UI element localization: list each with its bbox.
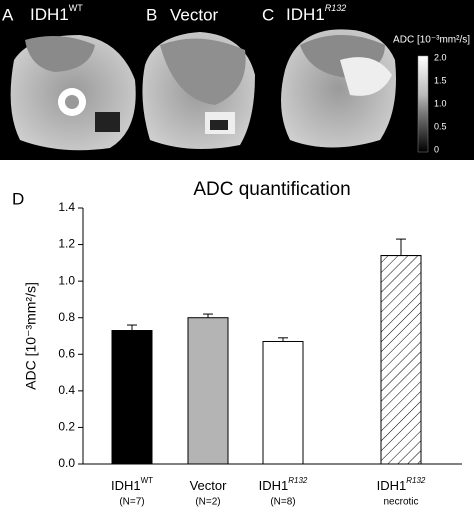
colorbar-tick-label: 2.0 <box>434 52 447 62</box>
bar-hatch <box>380 255 422 465</box>
category-name: IDH1 <box>111 478 141 493</box>
panel-letter: C <box>262 5 274 24</box>
y-tick-label: 0.8 <box>58 310 75 324</box>
mri-image-c <box>281 29 396 148</box>
bar <box>187 317 229 465</box>
panel-sup: WT <box>69 3 83 13</box>
bar <box>262 340 304 465</box>
mri-image-a <box>10 35 136 151</box>
category-n: (N=2) <box>195 497 220 508</box>
panel-name: IDH1 <box>286 5 325 24</box>
y-axis-label: ADC [10⁻³mm²/s] <box>23 282 39 390</box>
category-sup: R132 <box>288 476 308 485</box>
y-tick-label: 1.0 <box>58 273 75 287</box>
category-name: IDH1 <box>377 478 407 493</box>
category-n: (N=7) <box>119 497 144 508</box>
category-name: Vector <box>190 478 228 493</box>
panel-label: IDH1WT <box>30 3 83 24</box>
x-tick-label: IDH1WT <box>111 476 153 493</box>
panel-label: IDH1R132 <box>286 3 346 24</box>
panel-letter: B <box>146 5 157 24</box>
y-tick-label: 0.0 <box>58 456 75 470</box>
y-tick-label: 0.2 <box>58 420 75 434</box>
x-tick-label: IDH1R132 <box>377 476 426 493</box>
y-tick-label: 1.4 <box>58 200 75 214</box>
colorbar-tick-label: 0 <box>434 144 439 154</box>
panel-letter: D <box>12 189 24 208</box>
x-tick-label: Vector <box>190 478 228 493</box>
colorbar-tick-label: 0.5 <box>434 121 447 131</box>
category-n: (N=8) <box>270 497 295 508</box>
panel-letter: A <box>2 5 14 24</box>
mri-image-b <box>142 32 255 149</box>
colorbar-tick-label: 1.5 <box>434 75 447 85</box>
panel-sup: R132 <box>325 3 347 13</box>
y-tick-label: 0.4 <box>58 383 75 397</box>
category-name: IDH1 <box>259 478 289 493</box>
colorbar <box>417 55 429 153</box>
panel-label: Vector <box>170 5 219 24</box>
chart-title: ADC quantification <box>193 179 350 200</box>
bar <box>111 330 153 465</box>
panel-name: IDH1 <box>30 5 69 24</box>
category-sup: WT <box>141 476 154 485</box>
colorbar-label: ADC [10⁻³mm²/s] <box>393 35 470 46</box>
x-tick-label: IDH1R132 <box>259 476 308 493</box>
category-sup: R132 <box>406 476 426 485</box>
category-n: necrotic <box>383 497 418 508</box>
y-tick-label: 0.6 <box>58 346 75 360</box>
y-tick-label: 1.2 <box>58 237 75 251</box>
colorbar-tick-label: 1.0 <box>434 98 447 108</box>
